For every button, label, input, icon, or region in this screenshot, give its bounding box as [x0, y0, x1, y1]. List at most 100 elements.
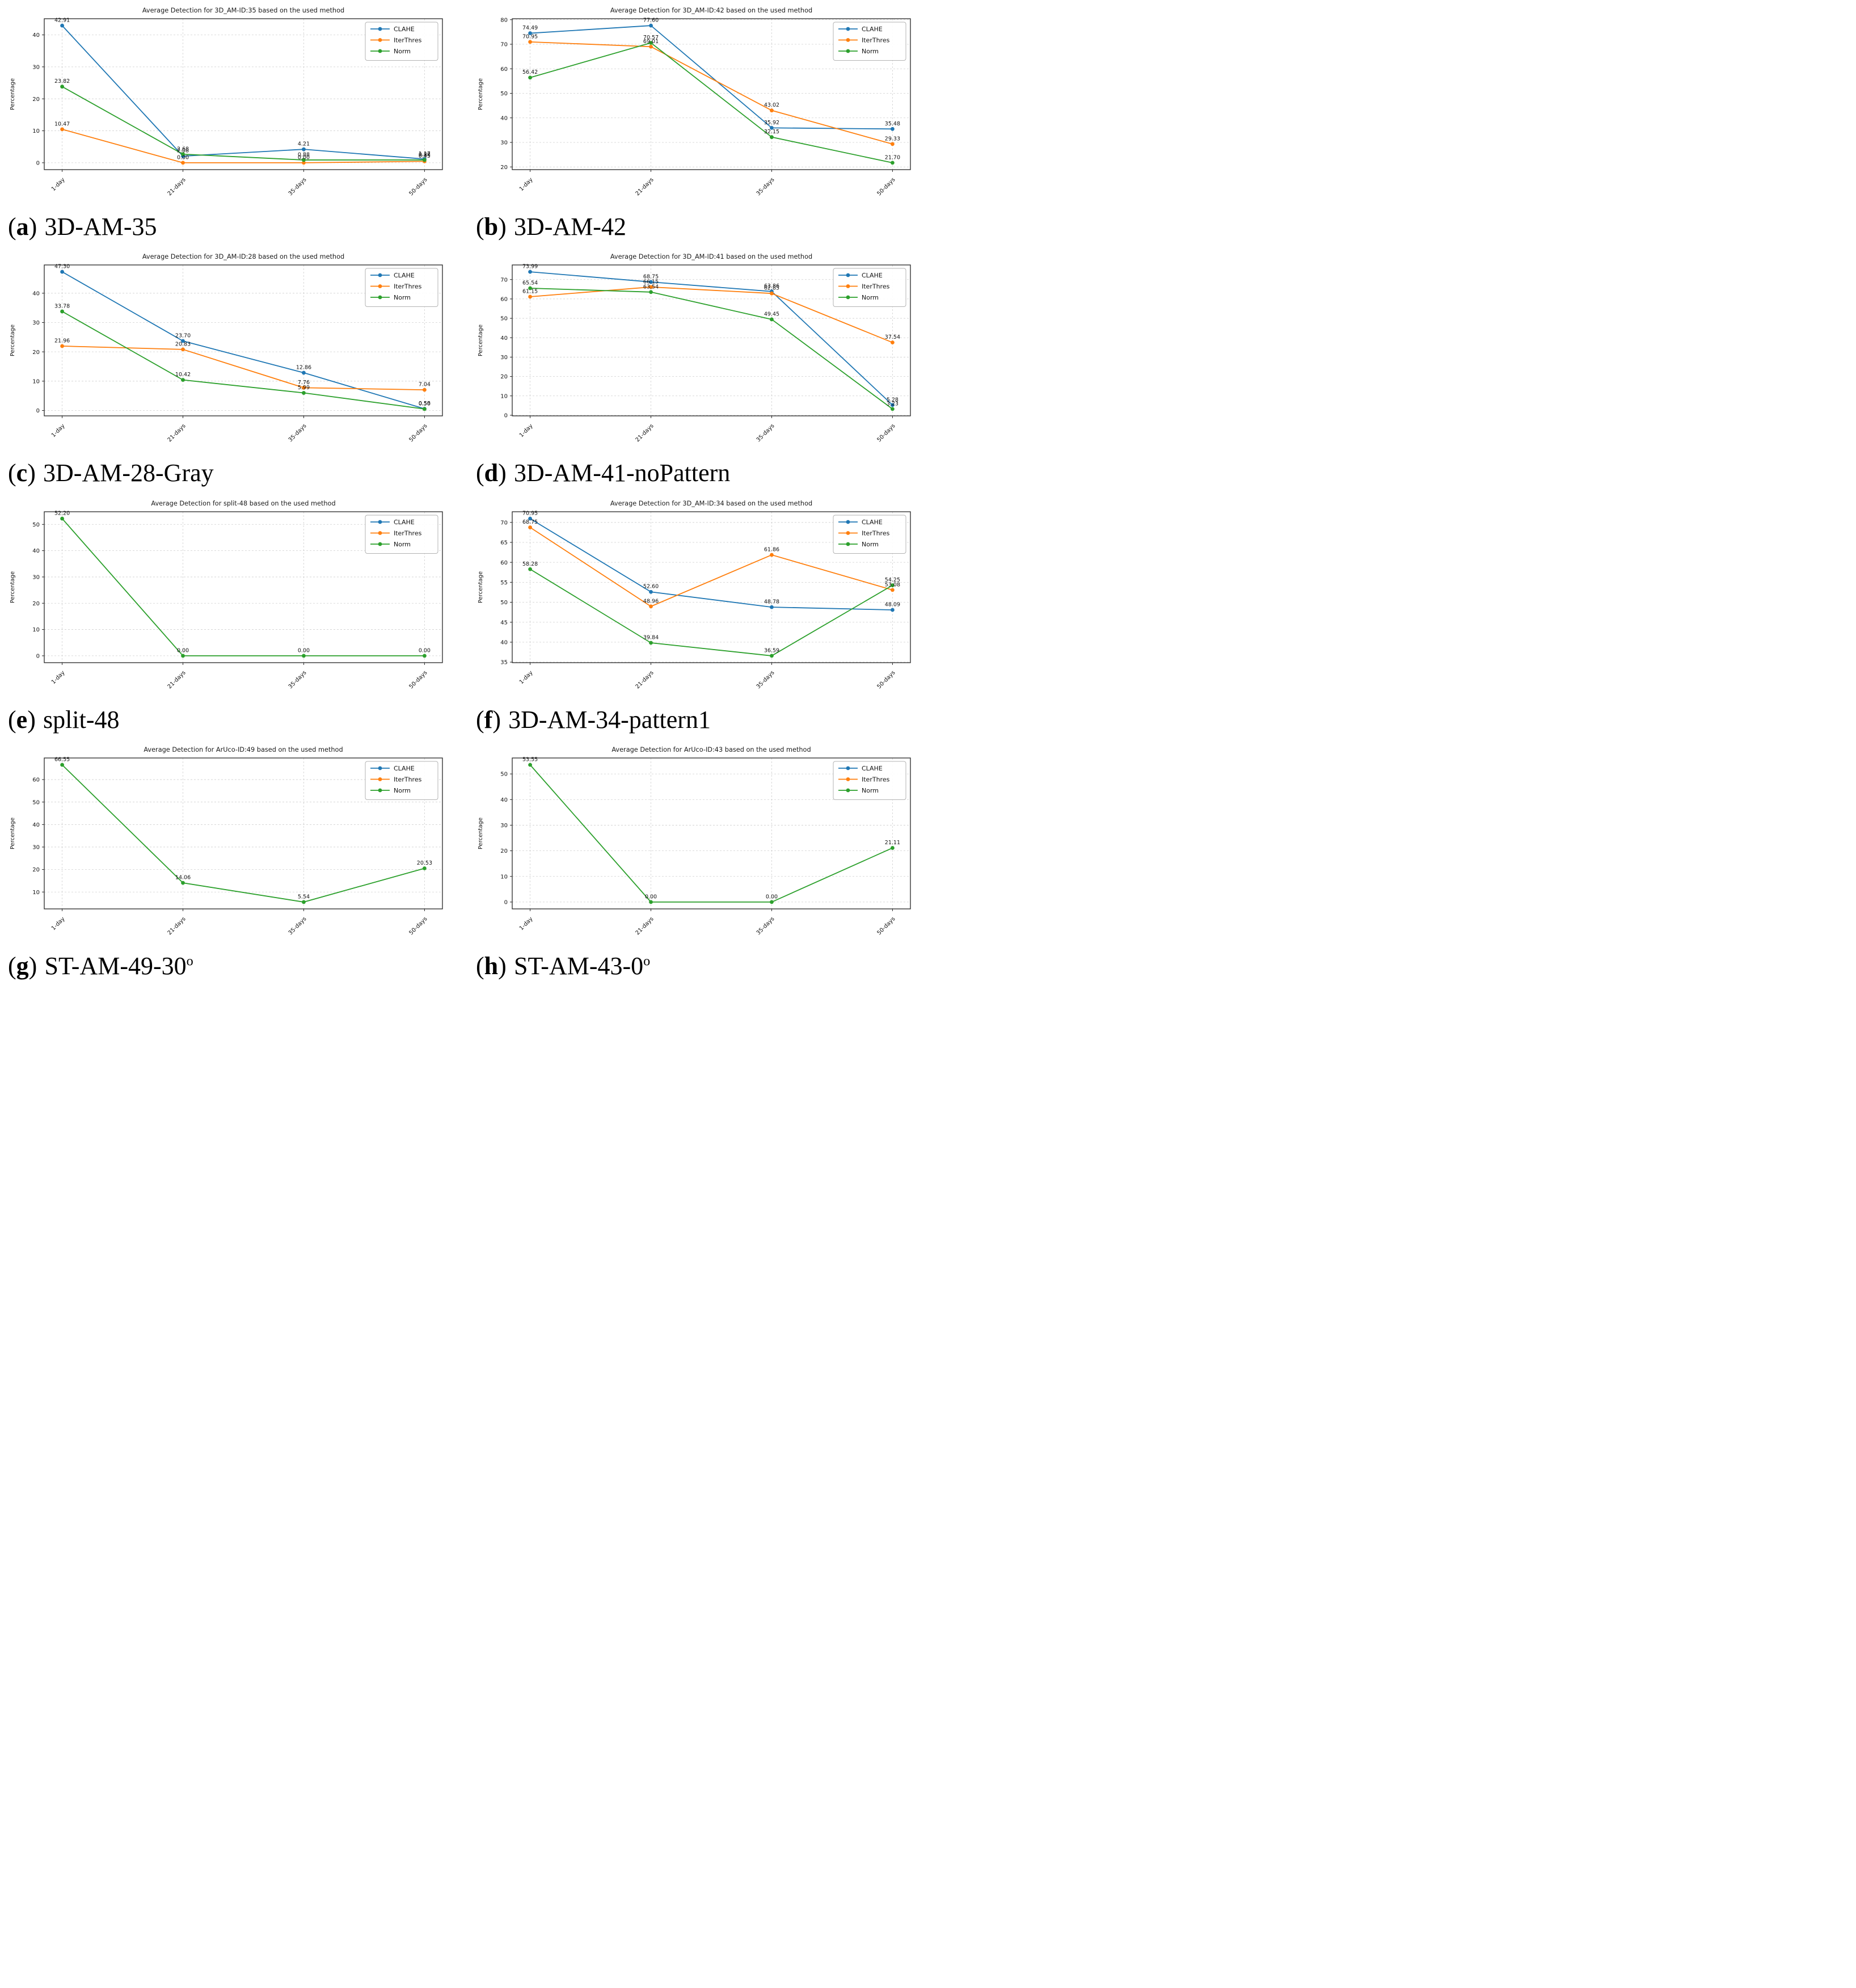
y-tick-label: 10: [32, 128, 40, 134]
y-tick-label: 30: [32, 574, 40, 580]
y-tick-label: 10: [500, 874, 508, 881]
y-tick-label: 70: [500, 42, 508, 48]
x-tick-label: 35-days: [756, 176, 776, 197]
x-tick-label: 35-days: [756, 916, 776, 937]
series-line-IterThres: [530, 527, 893, 607]
value-label: 53.08: [885, 582, 900, 588]
value-label: 69.01: [643, 39, 659, 45]
legend-marker: [378, 530, 382, 535]
legend-marker: [378, 284, 382, 289]
data-point-Norm: [181, 654, 185, 658]
y-tick-label: 20: [500, 848, 508, 854]
value-label: 54.25: [885, 577, 900, 583]
value-label: 48.09: [885, 601, 900, 608]
y-tick-label: 60: [500, 560, 508, 566]
value-label: 0.88: [298, 151, 310, 158]
data-point-CLAHE: [302, 371, 306, 375]
legend-marker: [378, 27, 382, 31]
line-chart-b: 20 30 40 50 60 70 80 1-day 21-days 35-days 50-days…: [478, 7, 911, 197]
caption-paren: ): [492, 705, 501, 734]
data-point-IterThres: [649, 604, 653, 609]
caption-letter: b: [484, 213, 499, 241]
line-chart-g: 10 20 30 40 50 60 1-day 21-days 35-days 50-days Pe…: [10, 746, 443, 937]
line-chart-a: 0 10 20 30 40 1-day 21-days 35-days 50-days Perce…: [10, 7, 443, 197]
legend-marker: [846, 273, 850, 277]
data-point-Norm: [649, 641, 653, 645]
data-point-CLAHE: [891, 608, 895, 612]
legend-marker: [846, 284, 850, 289]
legend-label: CLAHE: [394, 26, 415, 33]
value-label: 3.23: [887, 401, 899, 407]
value-label: 0.00: [766, 894, 778, 900]
plot-frame: [44, 18, 443, 170]
y-tick-label: 70: [500, 277, 508, 284]
y-tick-label: 35: [500, 659, 508, 666]
value-label: 56.42: [522, 69, 538, 75]
x-tick-label: 1-day: [518, 176, 534, 192]
y-tick-label: 65: [500, 540, 508, 546]
chart-title: Average Detection for 3D_AM-ID:42 based …: [610, 7, 812, 14]
data-point-IterThres: [649, 285, 653, 289]
y-tick-label: 10: [32, 627, 40, 633]
legend-label: Norm: [862, 541, 879, 548]
data-point-Norm: [528, 286, 532, 290]
value-label: 21.70: [885, 154, 900, 161]
value-label: 1.17: [419, 151, 431, 157]
series-line-IterThres: [530, 287, 893, 343]
value-label: 63.54: [643, 284, 659, 290]
y-tick-label: 0: [504, 900, 508, 906]
y-tick-label: 50: [500, 316, 508, 322]
legend-label: IterThres: [394, 776, 422, 783]
chart-title: Average Detection for 3D_AM-ID:41 based …: [610, 253, 812, 260]
value-label: 47.30: [54, 264, 70, 270]
y-tick-label: 50: [32, 799, 40, 806]
y-axis-label: Percentage: [478, 818, 484, 849]
data-point-CLAHE: [60, 270, 64, 274]
value-label: 0.00: [298, 647, 310, 654]
x-tick-label: 50-days: [408, 423, 429, 444]
data-point-Norm: [770, 654, 774, 658]
series-line-CLAHE: [62, 271, 425, 410]
value-label: 42.91: [54, 18, 70, 24]
value-label: 70.57: [643, 35, 659, 41]
caption-text: 3D-AM-41-noPattern: [513, 459, 731, 487]
series-line-Norm: [530, 42, 893, 163]
caption-letter: h: [484, 952, 499, 980]
legend-marker: [378, 38, 382, 42]
x-tick-label: 35-days: [756, 423, 776, 444]
x-tick-label: 21-days: [635, 916, 655, 937]
data-point-IterThres: [770, 553, 774, 557]
caption-letter: a: [16, 213, 29, 241]
y-tick-label: 20: [32, 96, 40, 103]
y-tick-label: 60: [500, 297, 508, 303]
x-tick-label: 21-days: [167, 423, 187, 444]
series-line-Norm: [61, 518, 425, 656]
series-line-CLAHE: [61, 25, 425, 160]
legend-label: Norm: [862, 787, 879, 794]
caption-paren: (: [8, 952, 16, 980]
data-point-Norm: [891, 161, 895, 165]
plot-frame: [512, 18, 911, 170]
legend-label: CLAHE: [862, 272, 883, 279]
legend-label: Norm: [862, 48, 879, 55]
value-label: 0.50: [419, 401, 431, 407]
value-label: 0.88: [419, 151, 431, 158]
caption-paren: (: [476, 952, 484, 980]
data-point-Norm: [891, 846, 895, 850]
y-tick-label: 30: [500, 823, 508, 829]
value-label: 14.06: [175, 875, 191, 881]
figure-c: 0 10 20 30 40 1-day 21-days 35-days 50-days Perce…: [7, 250, 446, 495]
caption-paren: ): [27, 459, 36, 487]
legend-marker: [846, 520, 850, 524]
chart-title: Average Detection for 3D_AM-ID:34 based …: [610, 500, 812, 507]
plot-frame: [512, 511, 911, 663]
y-tick-label: 40: [500, 639, 508, 646]
data-point-IterThres: [528, 40, 532, 44]
legend-marker: [378, 520, 382, 524]
y-tick-label: 30: [500, 140, 508, 146]
x-tick-label: 50-days: [408, 916, 429, 937]
x-tick-label: 50-days: [876, 176, 897, 197]
figure-caption-c: (c) 3D-AM-28-Gray: [8, 460, 446, 487]
caption-paren: ): [498, 459, 507, 487]
data-point-CLAHE: [60, 23, 64, 28]
